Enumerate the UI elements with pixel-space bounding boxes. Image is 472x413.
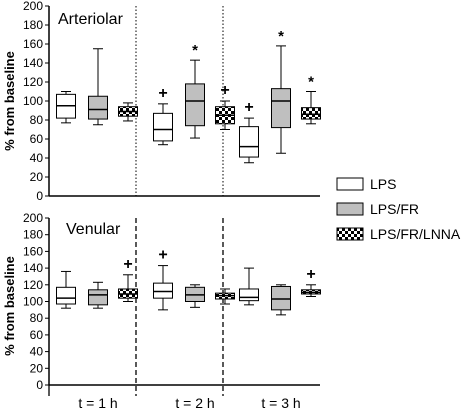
- box-lps-fr-t3-significance-marker: *: [278, 28, 284, 45]
- box-lps-t2-significance-marker: +: [158, 85, 167, 102]
- y-tick-label: 180: [23, 228, 43, 242]
- legend-swatch-lps-fr: [336, 202, 364, 216]
- legend-swatch-lps: [336, 177, 364, 191]
- y-tick-label: 100: [23, 94, 43, 108]
- box-lps-t1: [56, 286, 76, 305]
- box-lps-fr-lnna-t2-significance-marker: +: [220, 82, 229, 99]
- y-tick-label: 60: [30, 132, 44, 146]
- box-lps-fr-t2: [185, 83, 205, 127]
- y-tick-label: 140: [23, 56, 43, 70]
- box-lps-t3: [239, 288, 259, 302]
- box-lps-t2: [153, 282, 173, 299]
- box-lps-t3-significance-marker: +: [244, 99, 253, 116]
- box-lps-t3: [239, 126, 259, 158]
- box-lps-fr-t1: [88, 95, 108, 120]
- panel-title-venular: Venular: [66, 221, 121, 238]
- y-tick-label: 140: [23, 261, 43, 275]
- y-tick-label: 160: [23, 37, 43, 51]
- y-tick-label: 0: [36, 189, 43, 203]
- box-lps-fr-lnna-t1-significance-marker: +: [123, 256, 132, 273]
- y-tick-label: 120: [23, 75, 43, 89]
- box-lps-fr-t1: [88, 289, 108, 306]
- x-label-t1: t = 1 h: [78, 395, 117, 411]
- x-label-t3: t = 3 h: [261, 395, 300, 411]
- y-tick-label: 40: [30, 151, 44, 165]
- y-tick-label: 200: [23, 0, 43, 13]
- box-lps-fr-lnna-t3-significance-marker: +: [306, 266, 315, 283]
- y-tick-label: 0: [36, 378, 43, 392]
- box-lps-fr-lnna-t3-significance-marker: *: [308, 74, 314, 91]
- y-tick-label: 160: [23, 244, 43, 258]
- y-tick-label: 20: [30, 361, 44, 375]
- x-label-t2: t = 2 h: [175, 395, 214, 411]
- y-axis-label-top: % from baseline: [2, 51, 17, 151]
- legend: LPS LPS/FR LPS/FR/LNNA: [336, 176, 461, 242]
- box-lps-t2-significance-marker: +: [158, 247, 167, 264]
- box-lps-t2: [153, 112, 173, 142]
- y-tick-label: 20: [30, 170, 44, 184]
- panel-venular: 0 20 40 60 80 100 120 140 160 180 200 + + +: [23, 211, 321, 396]
- box-lps-fr-lnna-t3: [301, 107, 321, 120]
- y-tick-label: 120: [23, 278, 43, 292]
- y-axis-label-bottom: % from baseline: [2, 256, 17, 356]
- y-tick-label: 60: [30, 328, 44, 342]
- legend-swatch-lps-fr-lnna: [336, 227, 364, 241]
- y-tick-label: 80: [30, 311, 44, 325]
- legend-label-lps: LPS: [370, 176, 396, 192]
- box-lps-fr-t2-significance-marker: *: [192, 42, 198, 59]
- legend-label-lps-fr: LPS/FR: [370, 201, 419, 217]
- y-tick-label: 180: [23, 18, 43, 32]
- legend-label-lps-fr-lnna: LPS/FR/LNNA: [370, 226, 461, 242]
- box-lps-fr-t3: [271, 285, 291, 311]
- y-tick-label: 40: [30, 345, 44, 359]
- y-tick-label: 100: [23, 295, 43, 309]
- panel-arteriolar: 0 20 40 60 80 100 120 140 160 180 200 + + * * + *: [23, 0, 321, 203]
- y-tick-label: 200: [23, 211, 43, 225]
- panel-title-arteriolar: Arteriolar: [58, 11, 124, 28]
- y-tick-label: 80: [30, 113, 44, 127]
- box-lps-fr-t3: [271, 88, 291, 129]
